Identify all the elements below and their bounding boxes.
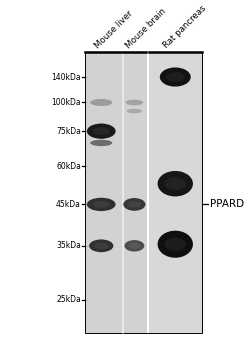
Text: 60kDa: 60kDa (56, 162, 81, 171)
Ellipse shape (124, 240, 144, 252)
Text: 45kDa: 45kDa (56, 200, 81, 209)
Ellipse shape (128, 243, 140, 248)
Ellipse shape (123, 198, 145, 211)
Ellipse shape (94, 243, 108, 249)
Ellipse shape (92, 201, 110, 208)
Ellipse shape (165, 177, 186, 190)
Ellipse shape (165, 237, 186, 251)
Ellipse shape (128, 201, 141, 208)
Text: 35kDa: 35kDa (56, 241, 81, 250)
Ellipse shape (166, 72, 184, 82)
Ellipse shape (92, 127, 110, 135)
Ellipse shape (127, 109, 142, 113)
Text: Mouse brain: Mouse brain (123, 6, 168, 50)
Ellipse shape (87, 198, 116, 211)
Ellipse shape (89, 239, 113, 252)
Text: 75kDa: 75kDa (56, 127, 81, 136)
Text: PPARD: PPARD (210, 199, 244, 209)
Ellipse shape (90, 99, 112, 106)
Ellipse shape (158, 171, 193, 196)
Ellipse shape (125, 100, 143, 105)
Text: 140kDa: 140kDa (51, 72, 81, 82)
Text: 25kDa: 25kDa (56, 295, 81, 304)
Ellipse shape (87, 124, 116, 139)
Text: Rat pancreas: Rat pancreas (161, 4, 207, 50)
Text: 100kDa: 100kDa (51, 98, 81, 107)
Bar (147, 51, 149, 334)
Ellipse shape (158, 231, 193, 258)
Text: Mouse liver: Mouse liver (93, 8, 134, 50)
Bar (148, 51, 202, 334)
Ellipse shape (160, 68, 191, 86)
Ellipse shape (90, 140, 112, 146)
Bar (85, 51, 148, 334)
